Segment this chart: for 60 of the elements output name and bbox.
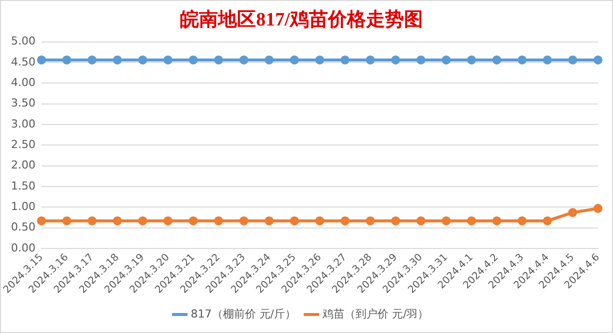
point <box>88 216 97 226</box>
point <box>366 216 375 226</box>
y-tick-label: 0.00 <box>10 241 36 254</box>
point <box>62 55 72 64</box>
point <box>568 208 578 218</box>
point <box>568 55 578 64</box>
point <box>467 55 476 64</box>
point <box>214 216 224 226</box>
y-tick-label: 1.50 <box>10 179 36 192</box>
point <box>416 216 426 226</box>
point <box>542 55 552 64</box>
legend-label: 817（棚前价 元/斤） <box>190 307 296 320</box>
y-tick-label: 3.00 <box>10 117 36 130</box>
point <box>467 216 476 226</box>
point <box>290 216 299 226</box>
point <box>112 216 122 226</box>
point <box>239 216 248 226</box>
point <box>340 216 350 226</box>
point <box>366 55 375 64</box>
y-tick-label: 4.00 <box>10 76 36 90</box>
point <box>315 55 324 64</box>
point <box>138 216 148 226</box>
point <box>290 55 299 64</box>
point <box>188 216 198 226</box>
y-tick-label: 3.50 <box>10 96 36 110</box>
point <box>340 55 350 64</box>
legend-label: 鸡苗（到户价 元/羽） <box>322 307 429 320</box>
point <box>188 55 198 64</box>
point <box>391 216 400 226</box>
y-tick-label: 2.00 <box>10 158 36 172</box>
point <box>492 216 502 226</box>
point <box>214 55 224 64</box>
chart-title: 皖南地区817/鸡苗价格走势图 <box>180 8 423 30</box>
point <box>492 55 502 64</box>
point <box>62 216 72 226</box>
point <box>594 55 602 64</box>
point <box>518 55 527 64</box>
point <box>138 55 148 64</box>
point <box>36 216 46 226</box>
point <box>442 216 451 226</box>
point <box>442 55 451 64</box>
point <box>36 55 46 64</box>
y-tick-label: 4.50 <box>10 55 36 68</box>
y-tick-label: 1.00 <box>10 200 36 214</box>
point <box>163 216 172 226</box>
point <box>518 216 527 226</box>
point <box>264 216 274 226</box>
point <box>416 55 426 64</box>
y-tick-label: 5.00 <box>10 34 36 48</box>
point <box>391 55 400 64</box>
point <box>112 55 122 64</box>
point <box>315 216 324 226</box>
point <box>163 55 172 64</box>
point <box>594 204 602 213</box>
point <box>239 55 248 64</box>
y-tick-label: 2.50 <box>10 138 36 152</box>
y-tick-label: 0.50 <box>10 220 36 234</box>
point <box>264 55 274 64</box>
point <box>542 216 552 226</box>
point <box>88 55 97 64</box>
